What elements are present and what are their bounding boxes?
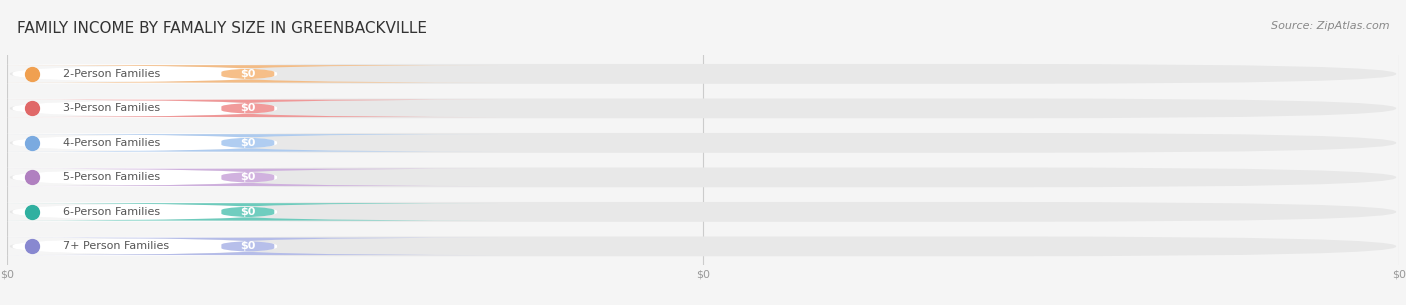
FancyBboxPatch shape (0, 168, 360, 187)
FancyBboxPatch shape (10, 167, 1396, 187)
Text: $0: $0 (240, 172, 256, 182)
Text: $0: $0 (240, 69, 256, 79)
FancyBboxPatch shape (10, 133, 1396, 153)
FancyBboxPatch shape (0, 133, 360, 152)
FancyBboxPatch shape (10, 202, 1396, 222)
FancyBboxPatch shape (0, 238, 499, 255)
Text: 4-Person Families: 4-Person Families (63, 138, 160, 148)
Text: FAMILY INCOME BY FAMALIY SIZE IN GREENBACKVILLE: FAMILY INCOME BY FAMALIY SIZE IN GREENBA… (17, 21, 427, 36)
FancyBboxPatch shape (0, 203, 499, 221)
Text: Source: ZipAtlas.com: Source: ZipAtlas.com (1271, 21, 1389, 31)
FancyBboxPatch shape (0, 169, 499, 186)
FancyBboxPatch shape (0, 65, 499, 83)
FancyBboxPatch shape (0, 134, 499, 152)
FancyBboxPatch shape (0, 237, 360, 256)
FancyBboxPatch shape (0, 99, 360, 118)
FancyBboxPatch shape (0, 64, 360, 84)
FancyBboxPatch shape (10, 236, 1396, 256)
Text: $0: $0 (240, 241, 256, 251)
Text: $0: $0 (240, 103, 256, 113)
Text: 5-Person Families: 5-Person Families (63, 172, 160, 182)
Text: $0: $0 (240, 138, 256, 148)
Text: 2-Person Families: 2-Person Families (63, 69, 160, 79)
Text: 3-Person Families: 3-Person Families (63, 103, 160, 113)
FancyBboxPatch shape (10, 64, 1396, 84)
Text: 7+ Person Families: 7+ Person Families (63, 241, 169, 251)
FancyBboxPatch shape (0, 100, 499, 117)
FancyBboxPatch shape (0, 202, 360, 221)
Text: $0: $0 (240, 207, 256, 217)
FancyBboxPatch shape (10, 99, 1396, 118)
Text: 6-Person Families: 6-Person Families (63, 207, 160, 217)
